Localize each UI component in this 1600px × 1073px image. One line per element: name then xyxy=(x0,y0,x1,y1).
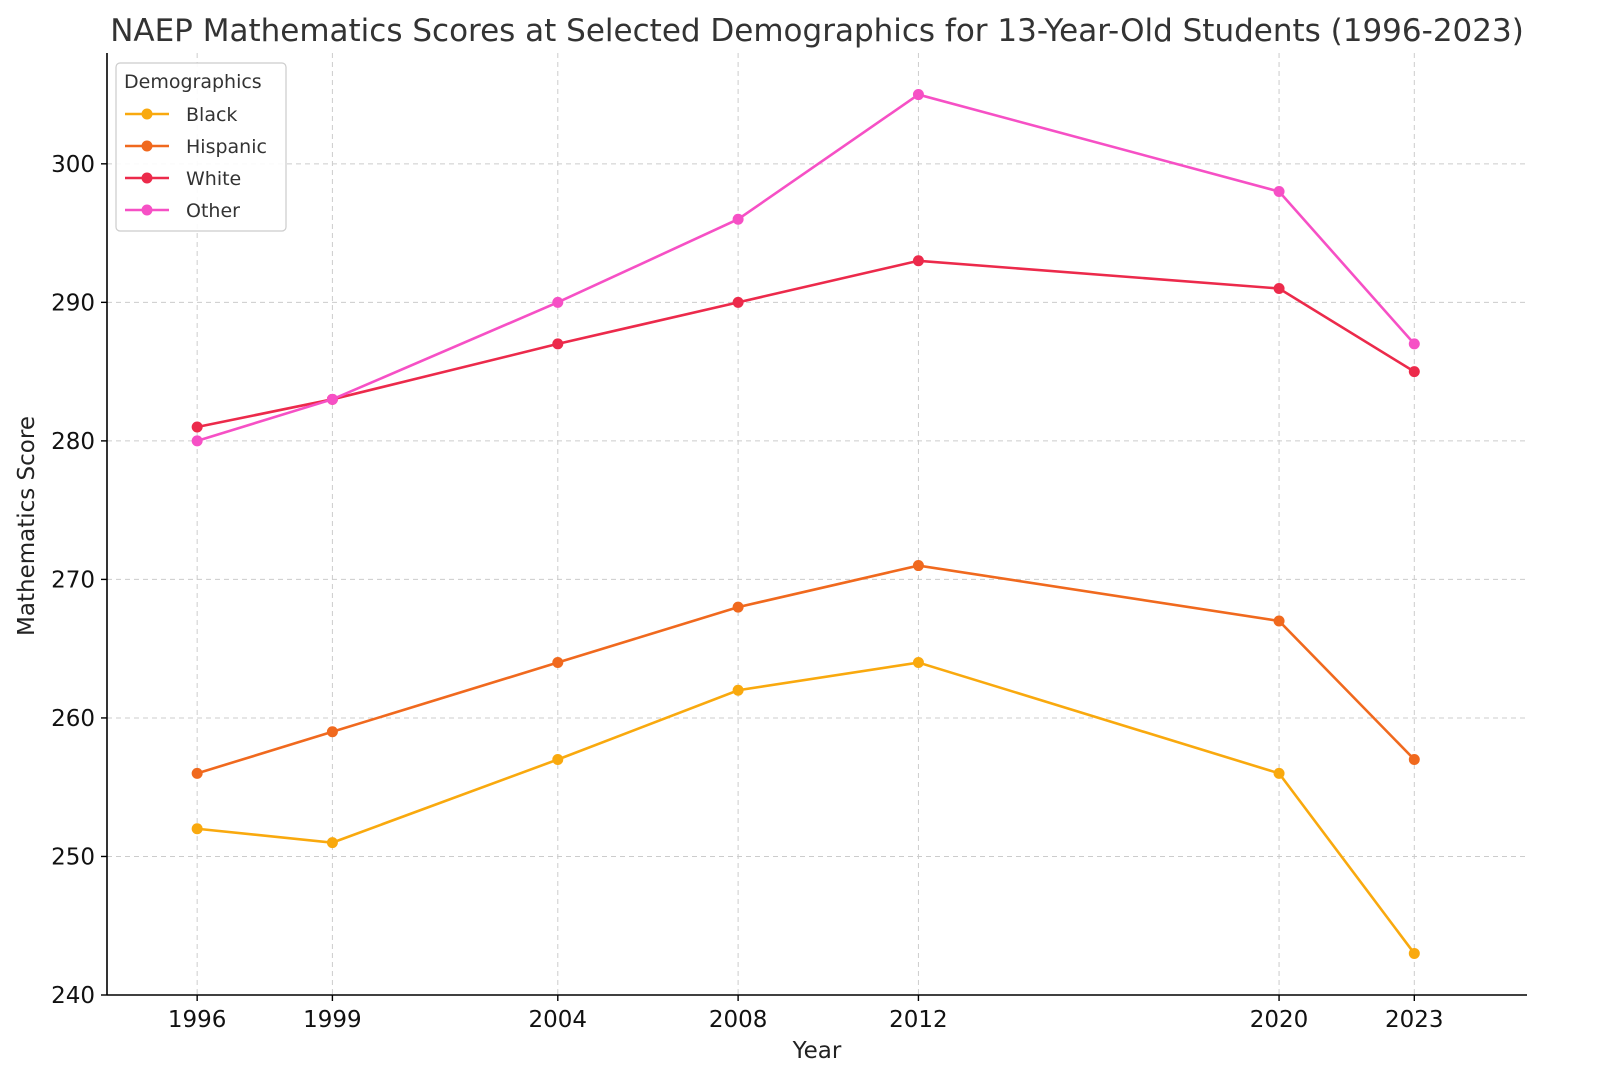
data-point-black xyxy=(912,657,924,669)
series-line-black xyxy=(197,661,1416,955)
data-point-black xyxy=(732,684,744,696)
data-point-white xyxy=(1408,366,1420,378)
tick-labels: 1996 1999 2004 2008 2012 2020 2023 240 250 260 270… xyxy=(51,152,1443,1033)
x-tick-label: 1996 xyxy=(168,1007,227,1033)
data-point-black xyxy=(191,823,203,835)
legend-label: Other xyxy=(186,200,240,222)
series-hispanic xyxy=(191,560,1420,779)
x-axis-label: Year xyxy=(792,1038,842,1064)
x-tick-label: 2012 xyxy=(889,1007,948,1033)
data-point-white xyxy=(191,421,203,433)
y-tick-label: 240 xyxy=(51,983,95,1009)
data-point-black xyxy=(552,754,564,765)
y-tick-label: 290 xyxy=(51,290,95,316)
y-tick-label: 300 xyxy=(51,152,95,178)
data-point-white xyxy=(912,255,924,267)
axes xyxy=(106,53,1527,996)
data-point-hispanic xyxy=(912,560,924,572)
y-tick-label: 260 xyxy=(51,706,95,732)
series-line-white xyxy=(196,259,1415,429)
data-point-hispanic xyxy=(326,726,338,738)
series-white xyxy=(191,255,1420,433)
data-point-black xyxy=(1273,767,1285,779)
data-point-white xyxy=(1273,283,1285,294)
x-tick-label: 2008 xyxy=(709,1007,768,1033)
series-line-hispanic xyxy=(196,564,1416,775)
legend-swatch-marker xyxy=(141,140,153,152)
series-black xyxy=(191,657,1420,959)
data-point-other xyxy=(191,435,203,447)
y-tick-label: 270 xyxy=(51,567,95,593)
x-tick-label: 2020 xyxy=(1250,1007,1309,1033)
data-point-other xyxy=(732,213,744,225)
data-point-other xyxy=(326,393,338,405)
x-tick-label: 2023 xyxy=(1385,1007,1444,1033)
legend-item-white: White xyxy=(125,168,241,190)
legend-title: Demographics xyxy=(124,71,262,93)
x-tick-label: 1999 xyxy=(303,1007,362,1033)
data-point-other xyxy=(552,296,564,308)
legend-frame xyxy=(115,62,287,232)
y-tick-label: 280 xyxy=(51,429,95,455)
data-point-hispanic xyxy=(1273,615,1285,627)
chart-title: NAEP Mathematics Scores at Selected Demo… xyxy=(110,13,1524,49)
x-tick-label: 2004 xyxy=(529,1007,588,1033)
data-point-hispanic xyxy=(732,601,744,613)
data-point-black xyxy=(1408,947,1420,959)
legend-label: Black xyxy=(186,104,237,126)
legend-label: White xyxy=(186,168,241,190)
legend-item-hispanic: Hispanic xyxy=(125,136,267,158)
legend-swatch-marker xyxy=(141,108,153,120)
data-point-hispanic xyxy=(191,767,203,779)
y-axis-label: Mathematics Score xyxy=(14,416,40,636)
grid-lines xyxy=(107,53,1527,995)
data-point-other xyxy=(1408,338,1420,350)
legend-item-black: Black xyxy=(125,104,237,126)
data-point-hispanic xyxy=(552,657,564,669)
legend-label: Hispanic xyxy=(186,136,267,158)
data-point-white xyxy=(552,338,564,350)
y-tick-label: 250 xyxy=(51,844,95,870)
legend-swatch-marker xyxy=(141,172,153,184)
legend-swatch-marker xyxy=(141,204,153,216)
data-point-black xyxy=(326,837,338,849)
series-layer xyxy=(191,89,1420,959)
data-point-hispanic xyxy=(1408,754,1420,765)
data-point-white xyxy=(732,296,744,308)
data-point-other xyxy=(912,89,924,101)
data-point-other xyxy=(1273,186,1285,198)
legend: Demographics Black Hispanic White Other xyxy=(115,62,287,232)
series-other xyxy=(191,89,1420,447)
legend-item-other: Other xyxy=(125,200,240,222)
